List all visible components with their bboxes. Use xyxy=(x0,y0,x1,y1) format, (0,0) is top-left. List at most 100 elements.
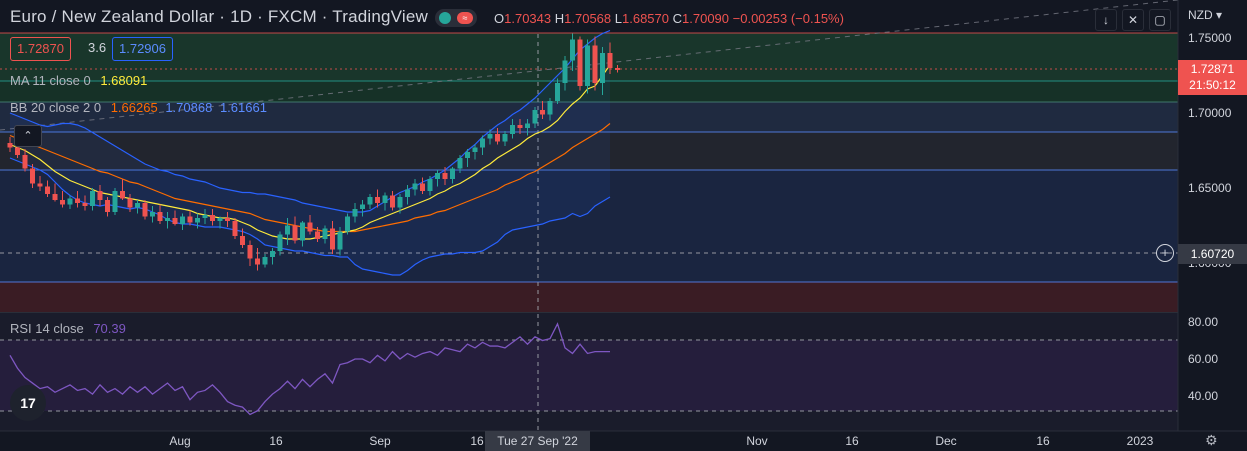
candle-body-32 xyxy=(247,245,253,259)
high-value: 1.70568 xyxy=(564,11,612,26)
ma-label: MA 11 close 0 xyxy=(10,73,91,88)
candle-body-15 xyxy=(120,191,125,199)
candle-body-19 xyxy=(150,212,155,217)
candle-body-22 xyxy=(172,218,178,224)
candle-body-67 xyxy=(510,125,515,134)
candle-body-30 xyxy=(232,221,238,236)
candle-body-77 xyxy=(585,45,590,86)
candle-body-37 xyxy=(285,225,290,235)
candle-body-31 xyxy=(240,236,245,245)
close-label: C xyxy=(672,11,683,26)
candle-body-51 xyxy=(390,195,395,208)
ohlc-readout: O1.70343 H1.70568 L1.68570 C1.70090 −0.0… xyxy=(494,11,844,26)
low-value: 1.68570 xyxy=(622,11,669,26)
candle-body-69 xyxy=(525,123,530,128)
candle-body-53 xyxy=(405,189,410,197)
candle-body-36 xyxy=(277,234,283,251)
candle-body-74 xyxy=(562,60,568,83)
candle-body-42 xyxy=(322,228,328,239)
time-tick-label: 16 xyxy=(845,434,859,448)
price-tick-label: 1.65000 xyxy=(1188,181,1232,195)
candle-body-23 xyxy=(180,216,185,224)
candle-body-24 xyxy=(187,216,193,223)
candle-body-49 xyxy=(375,197,380,203)
zone-neutral xyxy=(0,132,1178,170)
candle-body-18 xyxy=(142,203,148,217)
ma-legend[interactable]: MA 11 close 0 1.68091 xyxy=(10,73,147,88)
chevron-down-icon: ▾ xyxy=(1216,8,1223,22)
rsi-pane xyxy=(0,322,1178,416)
close-value: 1.70090 xyxy=(682,11,730,26)
candle-body-4 xyxy=(37,183,43,187)
candle-body-65 xyxy=(495,134,500,142)
candle-body-1 xyxy=(15,147,20,155)
candle-body-58 xyxy=(442,173,448,179)
candle-body-20 xyxy=(157,212,163,221)
candle-body-43 xyxy=(330,228,335,250)
collapse-legend-button[interactable]: ⌃ xyxy=(14,125,42,147)
zone-blue-upper xyxy=(0,102,1178,132)
open-value: 1.70343 xyxy=(504,11,552,26)
bb-upper-value: 1.70868 xyxy=(165,100,213,115)
arrow-down-icon[interactable]: ↓ xyxy=(1095,9,1117,31)
expand-icon[interactable]: ✕ xyxy=(1122,9,1144,31)
candle-body-33 xyxy=(255,258,260,265)
gear-icon[interactable]: ⚙ xyxy=(1205,432,1218,448)
candle-body-7 xyxy=(60,200,65,205)
zone-mid-green xyxy=(0,81,1178,102)
price-zones xyxy=(0,33,1178,431)
candle-body-60 xyxy=(457,158,463,169)
candle-body-55 xyxy=(420,183,425,191)
candle-body-29 xyxy=(225,218,230,221)
candle-body-70 xyxy=(532,110,538,124)
candle-body-66 xyxy=(502,134,508,142)
candle-body-61 xyxy=(465,152,470,158)
candle-body-63 xyxy=(480,138,485,148)
rsi-legend[interactable]: RSI 14 close 70.39 xyxy=(10,321,126,336)
candle-body-57 xyxy=(435,173,440,179)
tradingview-logo[interactable]: 17 xyxy=(10,385,46,421)
chart-title: Euro / New Zealand Dollar · 1D · FXCM · … xyxy=(10,7,429,26)
market-status-toggle[interactable]: ≈ xyxy=(435,9,477,27)
candle-body-9 xyxy=(75,198,80,203)
candle-body-41 xyxy=(315,231,320,239)
bb-basis-value: 1.66265 xyxy=(110,100,158,115)
candle-body-75 xyxy=(570,39,575,61)
add-plus-icon[interactable]: + xyxy=(1156,244,1174,262)
spread-value: 3.6 xyxy=(88,40,107,55)
bb-upper-line xyxy=(9,29,611,213)
candle-body-27 xyxy=(210,215,215,221)
candle-body-79 xyxy=(600,53,605,83)
time-axis-panel xyxy=(0,431,1247,451)
bid-price-box[interactable]: 1.72870 xyxy=(10,37,71,61)
currency-unit: NZD xyxy=(1188,8,1213,22)
candle-body-0 xyxy=(7,143,13,148)
replay-icon: ≈ xyxy=(457,12,473,24)
time-tick-label: Dec xyxy=(935,434,956,448)
time-tick-label: 16 xyxy=(269,434,283,448)
window-icon[interactable]: ▢ xyxy=(1149,9,1171,31)
candle-body-73 xyxy=(555,83,560,101)
candle-body-45 xyxy=(345,216,350,232)
last-price: 1.72871 xyxy=(1190,62,1235,76)
candle-body-64 xyxy=(487,134,493,139)
bb-legend[interactable]: BB 20 close 2 0 1.66265 1.70868 1.61661 xyxy=(10,100,267,115)
rsi-tick-label: 40.00 xyxy=(1188,389,1218,403)
candle-body-54 xyxy=(412,183,418,190)
ask-price-box[interactable]: 1.72906 xyxy=(112,37,173,61)
candle-body-40 xyxy=(307,222,313,232)
candle-body-52 xyxy=(397,197,403,208)
last-price-tag: 1.72871 21:50:12 xyxy=(1178,60,1247,95)
rsi-tick-label: 60.00 xyxy=(1188,352,1218,366)
candle-body-11 xyxy=(90,191,95,206)
bb-label: BB 20 close 2 0 xyxy=(10,100,102,115)
candle-body-17 xyxy=(135,203,140,208)
candle-body-13 xyxy=(105,200,110,212)
candlestick-series xyxy=(7,33,620,271)
candle-body-81 xyxy=(615,68,620,70)
currency-unit-dropdown[interactable]: NZD ▾ xyxy=(1188,8,1222,22)
candle-body-38 xyxy=(292,225,298,241)
candle-body-39 xyxy=(300,222,305,241)
candle-body-62 xyxy=(472,147,478,152)
